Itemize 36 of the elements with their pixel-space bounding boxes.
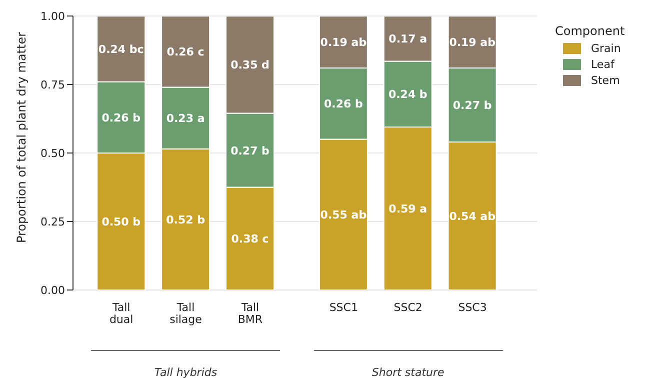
y-tick-label: 0.25 bbox=[40, 215, 65, 228]
y-tick-label: 0.50 bbox=[40, 146, 65, 160]
data-label: 0.24 b bbox=[388, 88, 428, 102]
data-label: 0.55 ab bbox=[320, 208, 367, 222]
y-tick-label: 0.00 bbox=[40, 284, 65, 297]
x-tick-label: Tall silage bbox=[170, 301, 202, 326]
legend-label: Leaf bbox=[590, 58, 616, 71]
legend-label: Grain bbox=[590, 42, 622, 55]
data-label: 0.35 d bbox=[230, 58, 270, 72]
data-label: 0.59 a bbox=[388, 202, 428, 216]
y-tick-label: 1.00 bbox=[40, 10, 65, 23]
data-label: 0.50 b bbox=[102, 216, 141, 228]
data-label: 0.17 a bbox=[388, 32, 428, 46]
data-label: 0.26 b bbox=[102, 111, 141, 124]
data-label: 0.54 ab bbox=[449, 210, 496, 224]
legend-title: Component bbox=[555, 24, 625, 38]
data-label: 0.19 ab bbox=[449, 36, 496, 50]
text: Tall hybrids bbox=[153, 366, 218, 378]
x-tick-label: Tall BMR bbox=[238, 301, 263, 326]
x-tick-label: SSC1 bbox=[329, 301, 358, 314]
y-axis-title: Proportion of total plant dry matter bbox=[14, 32, 28, 243]
data-label: 0.27 b bbox=[230, 144, 270, 158]
data-label: 0.27 b bbox=[452, 99, 492, 112]
data-label: 0.52 b bbox=[166, 213, 206, 226]
y-tick-label: 0.75 bbox=[40, 78, 65, 92]
data-label: 0.26 c bbox=[166, 46, 204, 59]
data-label: 0.19 ab bbox=[320, 36, 367, 50]
text: Short stature bbox=[370, 366, 446, 378]
x-tick-label: SSC2 bbox=[394, 301, 422, 314]
data-label: 0.26 b bbox=[324, 98, 363, 111]
data-label: 0.24 bc bbox=[98, 42, 144, 56]
x-tick-label: SSC3 bbox=[458, 301, 487, 314]
data-label: 0.38 c bbox=[231, 232, 269, 246]
x-tick-label: Tall dual bbox=[109, 301, 134, 326]
legend-label: Stem bbox=[590, 74, 621, 87]
data-label: 0.23 a bbox=[166, 112, 205, 126]
